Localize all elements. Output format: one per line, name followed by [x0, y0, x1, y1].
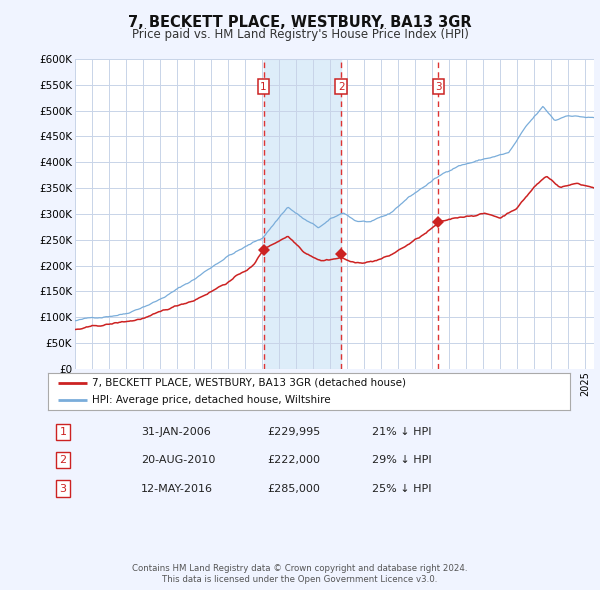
Text: 3: 3 — [59, 484, 67, 493]
Text: 3: 3 — [435, 82, 442, 92]
Text: Price paid vs. HM Land Registry's House Price Index (HPI): Price paid vs. HM Land Registry's House … — [131, 28, 469, 41]
Text: 7, BECKETT PLACE, WESTBURY, BA13 3GR (detached house): 7, BECKETT PLACE, WESTBURY, BA13 3GR (de… — [92, 378, 406, 388]
Text: 7, BECKETT PLACE, WESTBURY, BA13 3GR: 7, BECKETT PLACE, WESTBURY, BA13 3GR — [128, 15, 472, 30]
Text: £222,000: £222,000 — [267, 455, 320, 465]
Bar — [263, 59, 341, 369]
Text: HPI: Average price, detached house, Wiltshire: HPI: Average price, detached house, Wilt… — [92, 395, 331, 405]
Text: 2: 2 — [59, 455, 67, 465]
Text: 12-MAY-2016: 12-MAY-2016 — [141, 484, 213, 493]
Text: Contains HM Land Registry data © Crown copyright and database right 2024.: Contains HM Land Registry data © Crown c… — [132, 565, 468, 573]
Text: 25% ↓ HPI: 25% ↓ HPI — [372, 484, 431, 493]
Text: 29% ↓ HPI: 29% ↓ HPI — [372, 455, 431, 465]
Text: 1: 1 — [59, 427, 67, 437]
Text: 31-JAN-2006: 31-JAN-2006 — [141, 427, 211, 437]
Text: 2: 2 — [338, 82, 344, 92]
Text: 20-AUG-2010: 20-AUG-2010 — [141, 455, 215, 465]
Text: 1: 1 — [260, 82, 267, 92]
Text: 21% ↓ HPI: 21% ↓ HPI — [372, 427, 431, 437]
Text: This data is licensed under the Open Government Licence v3.0.: This data is licensed under the Open Gov… — [163, 575, 437, 584]
Text: £285,000: £285,000 — [267, 484, 320, 493]
Text: £229,995: £229,995 — [267, 427, 320, 437]
